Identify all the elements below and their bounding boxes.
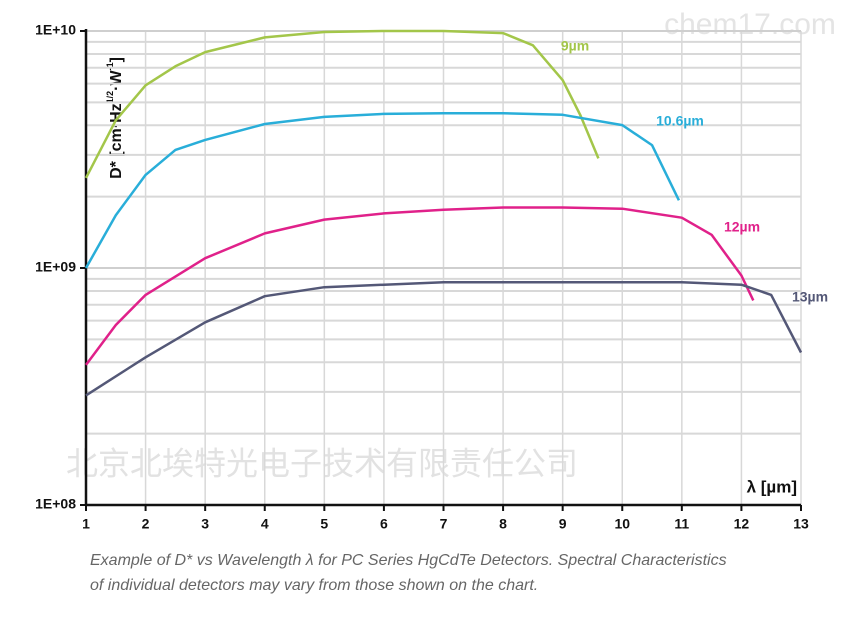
y-tick-label: 1E+09 bbox=[35, 259, 76, 275]
x-tick-label: 1 bbox=[82, 516, 90, 532]
series-label: 13µm bbox=[792, 289, 828, 305]
y-axis-label: D* [cm·Hz1/2·W-1] bbox=[105, 57, 125, 179]
y-label-exp: 1/2 bbox=[105, 91, 115, 104]
x-tick-label: 13 bbox=[793, 516, 809, 532]
y-label-part: ·W bbox=[108, 70, 125, 91]
x-tick-label: 8 bbox=[499, 516, 507, 532]
series-label: 12µm bbox=[724, 219, 760, 235]
x-tick-label: 6 bbox=[380, 516, 388, 532]
series-line bbox=[84, 206, 755, 366]
series-line bbox=[85, 281, 803, 397]
y-label-part: D* [cm·Hz bbox=[108, 103, 125, 179]
y-tick-label: 1E+10 bbox=[35, 22, 76, 38]
x-tick-label: 10 bbox=[614, 516, 630, 532]
x-tick-label: 3 bbox=[201, 516, 209, 532]
series-label: 10.6µm bbox=[656, 113, 704, 129]
y-tick-label: 1E+08 bbox=[35, 496, 76, 512]
series-line bbox=[84, 111, 681, 269]
x-tick-label: 12 bbox=[734, 516, 750, 532]
watermark: 北京北埃特光电子技术有限责任公司 bbox=[66, 445, 578, 481]
y-label-exp: -1 bbox=[105, 62, 115, 70]
x-axis-label: λ [µm] bbox=[747, 477, 797, 496]
x-tick-label: 2 bbox=[142, 516, 150, 532]
series-label: 9µm bbox=[561, 38, 589, 54]
caption: Example of D* vs Wavelength λ for PC Ser… bbox=[90, 552, 727, 569]
x-tick-label: 11 bbox=[674, 516, 689, 532]
x-tick-label: 7 bbox=[440, 516, 448, 532]
series-line bbox=[84, 29, 600, 179]
y-label-part: ] bbox=[108, 57, 125, 62]
caption: of individual detectors may vary from th… bbox=[90, 577, 538, 594]
x-tick-label: 5 bbox=[320, 516, 328, 532]
x-tick-label: 4 bbox=[261, 516, 269, 532]
x-tick-label: 9 bbox=[559, 516, 567, 532]
watermark: chem17.com bbox=[664, 8, 836, 41]
